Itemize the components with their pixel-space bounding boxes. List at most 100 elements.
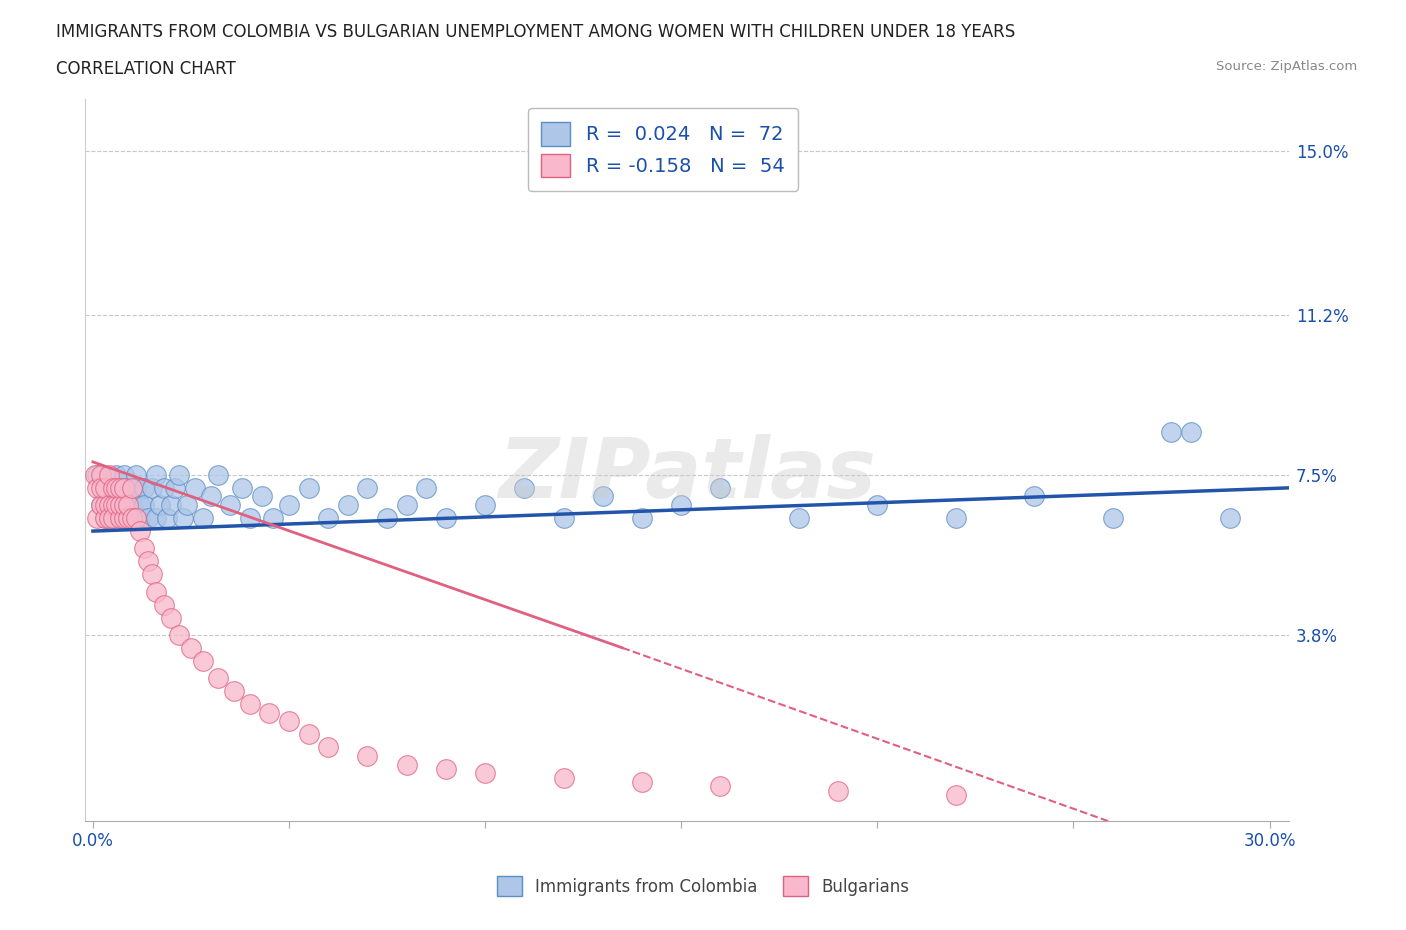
Point (105, 498, 128, 512)
Point (152, 597, 174, 612)
Point (101, 481, 124, 496)
Point (117, 511, 139, 525)
Point (112, 511, 135, 525)
Point (375, 511, 398, 525)
Point (86, 468, 108, 483)
Point (316, 740, 339, 755)
Point (395, 757, 418, 772)
Point (132, 498, 155, 512)
Point (149, 498, 172, 512)
Point (184, 481, 207, 496)
Point (176, 498, 198, 512)
Text: IMMIGRANTS FROM COLOMBIA VS BULGARIAN UNEMPLOYMENT AMONG WOMEN WITH CHILDREN UND: IMMIGRANTS FROM COLOMBIA VS BULGARIAN UN… (56, 23, 1015, 41)
Point (141, 481, 163, 496)
Point (117, 498, 139, 512)
Point (117, 498, 139, 512)
Point (105, 498, 128, 512)
Point (231, 481, 253, 496)
Point (513, 481, 536, 496)
Point (945, 511, 967, 525)
Point (553, 770, 575, 785)
Point (239, 697, 262, 711)
Point (110, 498, 132, 512)
Point (105, 468, 128, 483)
Point (207, 671, 229, 685)
Point (117, 481, 139, 496)
Point (1219, 511, 1241, 525)
Point (105, 489, 128, 504)
Point (101, 481, 124, 496)
Point (101, 511, 124, 525)
Point (156, 511, 179, 525)
Point (93, 481, 115, 496)
Point (121, 498, 143, 512)
Point (97, 489, 120, 504)
Point (90, 481, 112, 496)
Point (129, 524, 152, 538)
Point (121, 511, 143, 525)
Point (239, 511, 262, 525)
Legend: R =  0.024   N =  72, R = -0.158   N =  54: R = 0.024 N = 72, R = -0.158 N = 54 (527, 109, 799, 191)
Point (316, 511, 339, 525)
Point (125, 468, 148, 483)
Point (172, 511, 194, 525)
Point (298, 727, 321, 742)
Point (112, 498, 135, 512)
Point (112, 481, 135, 496)
Point (145, 468, 167, 483)
Point (90, 498, 112, 512)
Text: ZIPatlas: ZIPatlas (498, 433, 876, 514)
Point (110, 481, 132, 496)
Point (136, 511, 159, 525)
Point (191, 511, 214, 525)
Point (129, 498, 152, 512)
Point (125, 511, 148, 525)
Point (93, 511, 115, 525)
Point (167, 468, 190, 483)
Point (167, 628, 190, 643)
Point (97, 498, 120, 512)
Point (631, 511, 654, 525)
Point (866, 498, 889, 512)
Point (97, 468, 120, 483)
Point (1160, 424, 1182, 439)
Point (112, 468, 135, 483)
Point (278, 498, 301, 512)
Point (90, 468, 112, 483)
Point (709, 481, 731, 496)
Point (93, 511, 115, 525)
Point (132, 481, 155, 496)
Point (141, 567, 163, 582)
Point (145, 511, 167, 525)
Point (356, 481, 378, 496)
Point (200, 489, 222, 504)
Point (145, 584, 167, 599)
Point (101, 498, 124, 512)
Point (787, 511, 810, 525)
Point (709, 778, 731, 793)
Text: Source: ZipAtlas.com: Source: ZipAtlas.com (1216, 60, 1357, 73)
Point (219, 498, 242, 512)
Point (262, 511, 284, 525)
Point (110, 498, 132, 512)
Point (553, 511, 575, 525)
Point (434, 762, 457, 777)
Point (110, 511, 132, 525)
Point (125, 481, 148, 496)
Point (121, 489, 143, 504)
Point (474, 765, 496, 780)
Point (160, 610, 183, 625)
Legend: Immigrants from Colombia, Bulgarians: Immigrants from Colombia, Bulgarians (491, 870, 915, 903)
Point (191, 654, 214, 669)
Point (336, 498, 359, 512)
Point (207, 468, 229, 483)
Point (259, 705, 281, 720)
Point (129, 511, 152, 525)
Point (97, 511, 120, 525)
Point (90, 498, 112, 512)
Point (1180, 424, 1202, 439)
Point (112, 511, 135, 525)
Point (395, 498, 418, 512)
Text: CORRELATION CHART: CORRELATION CHART (56, 60, 236, 78)
Point (1101, 511, 1123, 525)
